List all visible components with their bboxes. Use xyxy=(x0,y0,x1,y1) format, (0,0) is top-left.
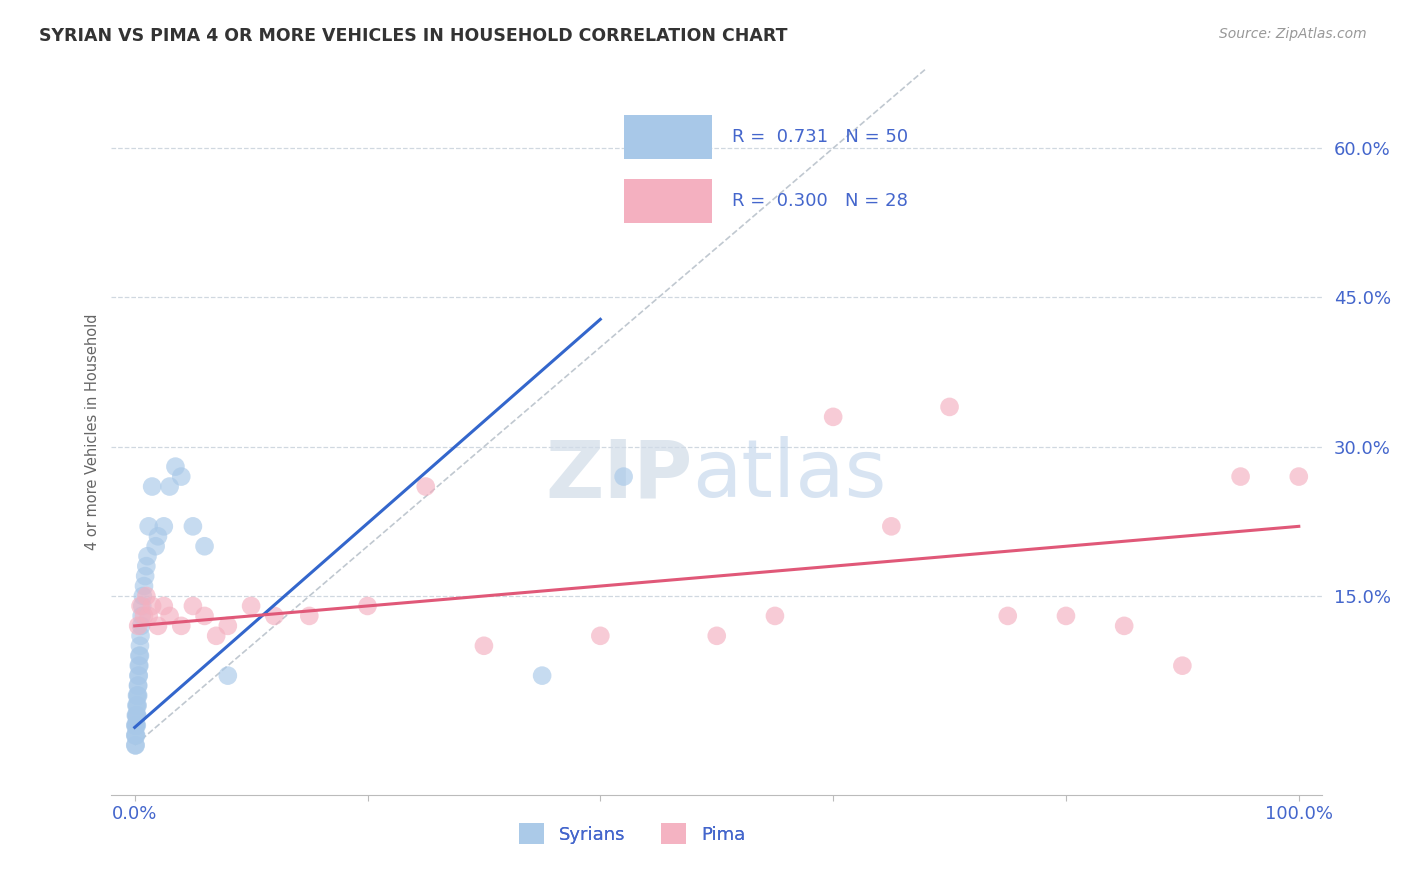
Point xyxy=(134,569,156,583)
Point xyxy=(124,739,146,753)
Point xyxy=(823,409,845,424)
Point xyxy=(763,608,786,623)
Point xyxy=(170,469,193,483)
Text: Source: ZipAtlas.com: Source: ZipAtlas.com xyxy=(1219,27,1367,41)
Point xyxy=(125,708,148,723)
Point xyxy=(1114,619,1136,633)
Point xyxy=(1171,658,1194,673)
Point xyxy=(181,519,204,533)
Point xyxy=(127,689,149,703)
Point xyxy=(127,698,149,713)
Point xyxy=(138,608,160,623)
Point xyxy=(131,599,153,613)
Point xyxy=(129,619,152,633)
Point xyxy=(141,479,163,493)
Point xyxy=(127,668,149,682)
Point xyxy=(125,728,148,742)
Point xyxy=(706,629,728,643)
Point xyxy=(613,469,636,483)
Point xyxy=(240,599,263,613)
Point xyxy=(127,619,149,633)
Point xyxy=(589,629,612,643)
Point xyxy=(129,629,152,643)
Point xyxy=(125,708,148,723)
Point xyxy=(356,599,378,613)
Point xyxy=(165,459,187,474)
Text: SYRIAN VS PIMA 4 OR MORE VEHICLES IN HOUSEHOLD CORRELATION CHART: SYRIAN VS PIMA 4 OR MORE VEHICLES IN HOU… xyxy=(39,27,787,45)
Point xyxy=(152,519,174,533)
Point xyxy=(128,658,150,673)
Point xyxy=(131,608,153,623)
Point xyxy=(152,599,174,613)
Point xyxy=(997,608,1019,623)
Point xyxy=(159,479,181,493)
Point xyxy=(141,599,163,613)
Point xyxy=(125,718,148,732)
Point xyxy=(136,549,159,564)
Point xyxy=(125,708,148,723)
Point xyxy=(132,589,155,603)
Point xyxy=(125,698,148,713)
Point xyxy=(129,639,152,653)
Point xyxy=(125,718,148,732)
Point xyxy=(138,519,160,533)
Point xyxy=(193,539,215,553)
Point xyxy=(146,619,169,633)
Point xyxy=(263,608,285,623)
Point xyxy=(127,679,149,693)
Point xyxy=(1229,469,1251,483)
Point xyxy=(298,608,321,623)
Point xyxy=(124,728,146,742)
Point xyxy=(205,629,228,643)
Point xyxy=(125,689,148,703)
Point xyxy=(132,579,155,593)
Point xyxy=(193,608,215,623)
Point xyxy=(127,689,149,703)
Point xyxy=(135,559,157,574)
Point xyxy=(128,648,150,663)
Point xyxy=(128,668,150,682)
Point xyxy=(124,739,146,753)
Point xyxy=(415,479,437,493)
Point xyxy=(880,519,903,533)
Point xyxy=(125,718,148,732)
Point xyxy=(127,679,149,693)
Point xyxy=(125,698,148,713)
Point xyxy=(124,718,146,732)
Text: ZIP: ZIP xyxy=(546,436,693,515)
Legend: Syrians, Pima: Syrians, Pima xyxy=(512,816,752,852)
Point xyxy=(1054,608,1077,623)
Y-axis label: 4 or more Vehicles in Household: 4 or more Vehicles in Household xyxy=(86,314,100,550)
Point xyxy=(135,589,157,603)
Point xyxy=(124,728,146,742)
Point xyxy=(170,619,193,633)
Point xyxy=(217,668,239,682)
Point xyxy=(145,539,167,553)
Point xyxy=(132,608,155,623)
Point xyxy=(217,619,239,633)
Point xyxy=(181,599,204,613)
Point xyxy=(127,708,149,723)
Point xyxy=(531,668,554,682)
Point xyxy=(159,608,181,623)
Point xyxy=(1288,469,1310,483)
Point xyxy=(472,639,495,653)
Point xyxy=(129,648,152,663)
Point xyxy=(938,400,960,414)
Point xyxy=(129,599,152,613)
Point xyxy=(146,529,169,543)
Point xyxy=(128,658,150,673)
Text: atlas: atlas xyxy=(693,436,887,515)
